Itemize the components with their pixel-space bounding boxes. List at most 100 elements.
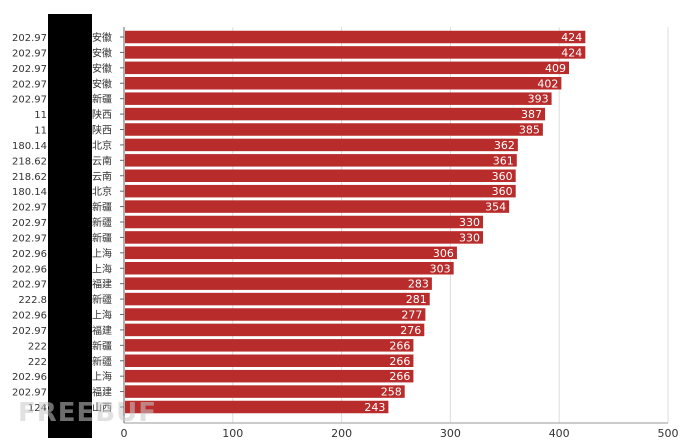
bar [125, 92, 552, 105]
y-tick-region-label: 安徽 [92, 31, 112, 44]
y-tick-region-label: 上海 [92, 309, 112, 322]
axes: 0 100 200 300 400 500 [120, 27, 679, 440]
y-tick-ip-label: 218.62 [12, 172, 47, 183]
bar-value-label: 354 [485, 201, 506, 214]
y-tick-ip-label: 202.97 [12, 48, 47, 59]
bar-value-label: 266 [389, 355, 410, 368]
bar-value-label: 330 [459, 216, 480, 229]
x-tick-label: 0 [121, 427, 128, 440]
bar [125, 277, 432, 290]
y-tick-region-label: 新疆 [92, 231, 112, 244]
y-tick-ip-label: 202.97 [12, 203, 47, 214]
bar [125, 292, 430, 306]
bar-value-label: 393 [528, 93, 549, 106]
y-tick-ip-label: 202.97 [12, 218, 47, 229]
x-tick-label: 500 [658, 427, 679, 440]
redaction-block [48, 14, 92, 438]
bar-value-label: 258 [381, 386, 402, 399]
y-tick-ip-label: 202.97 [12, 64, 47, 75]
x-tick-label: 400 [549, 427, 570, 440]
bar-value-label: 387 [521, 108, 542, 121]
y-tick-ip-label: 222 [28, 357, 47, 368]
y-tick-region-label: 安徽 [92, 77, 112, 90]
y-tick-region-label: 新疆 [92, 293, 112, 306]
bar [125, 123, 543, 136]
bar [125, 231, 484, 244]
bar [125, 369, 414, 383]
bar [125, 400, 389, 414]
bar-value-label: 303 [430, 262, 451, 275]
bar-value-label: 283 [408, 278, 429, 291]
bar [125, 169, 516, 182]
x-tick-label: 100 [222, 427, 243, 440]
y-tick-ip-label: 202.96 [12, 311, 47, 322]
bar [125, 30, 586, 44]
y-tick-region-label: 福建 [92, 278, 112, 291]
bars-group: 424 424 409 402 393 387 385 362 361 360 360 354 330 3… [125, 30, 586, 414]
y-tick-ip-label: 202.97 [12, 95, 47, 106]
y-tick-region-label: 上海 [92, 247, 112, 260]
bar-value-label: 266 [389, 339, 410, 352]
y-tick-ip-label: 11 [34, 126, 47, 137]
y-tick-region-label: 北京 [92, 139, 112, 152]
bar [125, 308, 426, 321]
bar-value-label: 277 [401, 309, 422, 322]
bar-value-label: 424 [561, 31, 582, 44]
y-tick-ip-label: 180.14 [12, 141, 47, 152]
y-tick-region-label: 陕西 [92, 108, 112, 121]
bar-value-label: 276 [400, 324, 421, 337]
bar-value-label: 281 [406, 293, 427, 306]
y-tick-ip-label: 202.96 [12, 249, 47, 260]
y-tick-region-label: 新疆 [92, 355, 112, 368]
y-tick-ip-label: 218.62 [12, 156, 47, 167]
y-tick-region-label: 山西 [92, 402, 112, 414]
bar [125, 354, 414, 367]
bar-value-label: 243 [364, 401, 385, 414]
bar-value-label: 424 [561, 46, 582, 59]
y-tick-ip-label: 202.97 [12, 326, 47, 337]
bar [125, 339, 414, 352]
y-tick-ip-label: 202.97 [12, 233, 47, 244]
y-tick-region-label: 上海 [92, 370, 112, 383]
y-tick-region-label: 北京 [92, 185, 112, 198]
bar [125, 246, 457, 260]
bar-value-label: 330 [459, 231, 480, 244]
y-tick-region-label: 新疆 [92, 216, 112, 229]
y-tick-region-label: 陕西 [92, 124, 112, 137]
bar [125, 61, 569, 75]
bar [125, 107, 546, 121]
y-tick-ip-label: 202.97 [12, 388, 47, 399]
bar-value-label: 361 [493, 154, 514, 167]
bar [125, 262, 454, 275]
bar-value-label: 385 [519, 124, 540, 137]
bar-value-label: 409 [545, 62, 566, 75]
bar [125, 323, 425, 337]
y-tick-region-label: 福建 [92, 324, 112, 337]
y-tick-ip-label: 202.96 [12, 372, 47, 383]
y-tick-ip-label: 124 [28, 403, 47, 414]
bar-value-label: 266 [389, 370, 410, 383]
y-tick-region-label: 新疆 [92, 93, 112, 106]
y-tick-ip-label: 202.97 [12, 280, 47, 291]
y-tick-region-label: 安徽 [92, 46, 112, 59]
y-tick-ip-label: 202.97 [12, 79, 47, 90]
y-tick-region-label: 安徽 [92, 62, 112, 75]
bar [125, 77, 562, 90]
bar [125, 215, 484, 229]
bar [125, 46, 586, 59]
y-tick-region-label: 云南 [92, 170, 112, 183]
y-tick-region-label: 新疆 [92, 201, 112, 214]
y-tick-region-label: 上海 [92, 262, 112, 275]
bar-value-label: 402 [537, 77, 558, 90]
y-tick-region-label: 福建 [92, 386, 112, 399]
category-labels: 202.97 安徽 202.97 安徽 202.97 安徽 202.97 安徽 202.97 新疆… [12, 31, 112, 414]
bar [125, 385, 405, 398]
bar [125, 138, 518, 152]
bar-value-label: 362 [494, 139, 515, 152]
bar [125, 184, 516, 198]
y-tick-ip-label: 180.14 [12, 187, 47, 198]
watermark: FREEBUF [18, 398, 157, 428]
x-tick-label: 300 [440, 427, 461, 440]
y-tick-region-label: 云南 [92, 154, 112, 167]
